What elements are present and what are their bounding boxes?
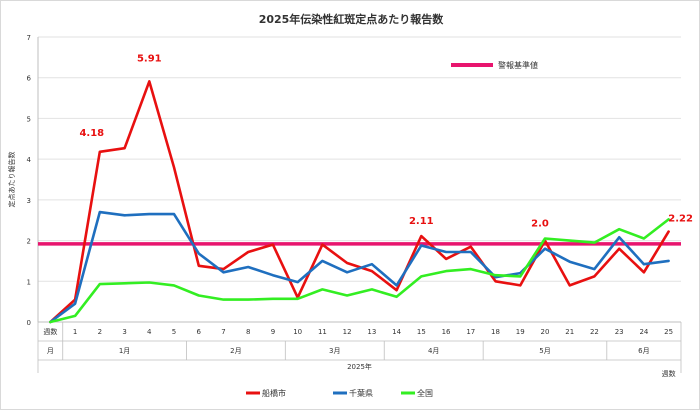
x-tick-label: 4 [147, 328, 152, 336]
x-tick-label: 15 [417, 328, 426, 336]
month-unit-label: 月 [47, 347, 54, 355]
x-tick-label: 16 [442, 328, 451, 336]
x-tick-label: 1 [73, 328, 77, 336]
x-tick-label: 20 [541, 328, 550, 336]
x-tick-label: 12 [343, 328, 352, 336]
x-tick-label: 21 [565, 328, 574, 336]
month-label: 1月 [119, 347, 130, 355]
y-tick-label: 7 [27, 34, 31, 42]
y-tick-label: 4 [27, 156, 32, 164]
x-tick-label: 10 [293, 328, 302, 336]
data-label: 4.18 [79, 128, 104, 139]
y-tick-label: 3 [27, 197, 31, 205]
legend-label: 全国 [417, 388, 433, 398]
x-tick-label: 3 [122, 328, 126, 336]
y-tick-label: 5 [27, 115, 31, 123]
month-label: 5月 [539, 347, 550, 355]
y-tick-label: 0 [27, 319, 31, 327]
x-tick-label: 22 [590, 328, 599, 336]
y-tick-label: 6 [27, 75, 32, 83]
x-tick-label: 23 [615, 328, 624, 336]
y-tick-label: 2 [27, 238, 31, 246]
legend-label: 船橋市 [262, 388, 286, 398]
threshold-legend-label: 警報基準値 [498, 60, 538, 70]
series-line [49, 218, 670, 324]
chart-title: 2025年伝染性紅斑定点あたり報告数 [259, 12, 445, 26]
y-axis-label: 定点あたり報告数 [7, 152, 16, 208]
data-label: 2.0 [531, 219, 549, 230]
x-tick-label: 2 [98, 328, 102, 336]
series-line [49, 80, 670, 324]
month-label: 6月 [638, 347, 649, 355]
x-tick-label: 18 [491, 328, 500, 336]
x-tick-label: 8 [246, 328, 250, 336]
legend-label: 千葉県 [349, 388, 373, 398]
x-tick-label: 24 [639, 328, 648, 336]
x-tick-label: 5 [172, 328, 176, 336]
x-tick-label: 19 [516, 328, 525, 336]
month-label: 3月 [329, 347, 340, 355]
series-line [49, 210, 670, 324]
x-tick-label: 13 [367, 328, 376, 336]
x-tick-label: 25 [664, 328, 673, 336]
x-tick-label: 17 [466, 328, 475, 336]
data-label: 2.22 [668, 214, 693, 225]
y-tick-label: 1 [27, 278, 31, 286]
x-tick-label: 9 [271, 328, 275, 336]
x-tick-label: 6 [197, 328, 202, 336]
x-axis-label: 2025年 [347, 362, 372, 371]
x-tick-label: 7 [221, 328, 225, 336]
x-tick-label: 11 [318, 328, 327, 336]
x-tick-label: 14 [392, 328, 401, 336]
month-label: 4月 [428, 347, 439, 355]
data-label: 2.11 [409, 216, 434, 227]
x-unit-label: 週数 [662, 369, 676, 378]
data-label: 5.91 [137, 53, 162, 64]
month-label: 2月 [230, 347, 241, 355]
x-tick-label: 週数 [43, 327, 57, 336]
